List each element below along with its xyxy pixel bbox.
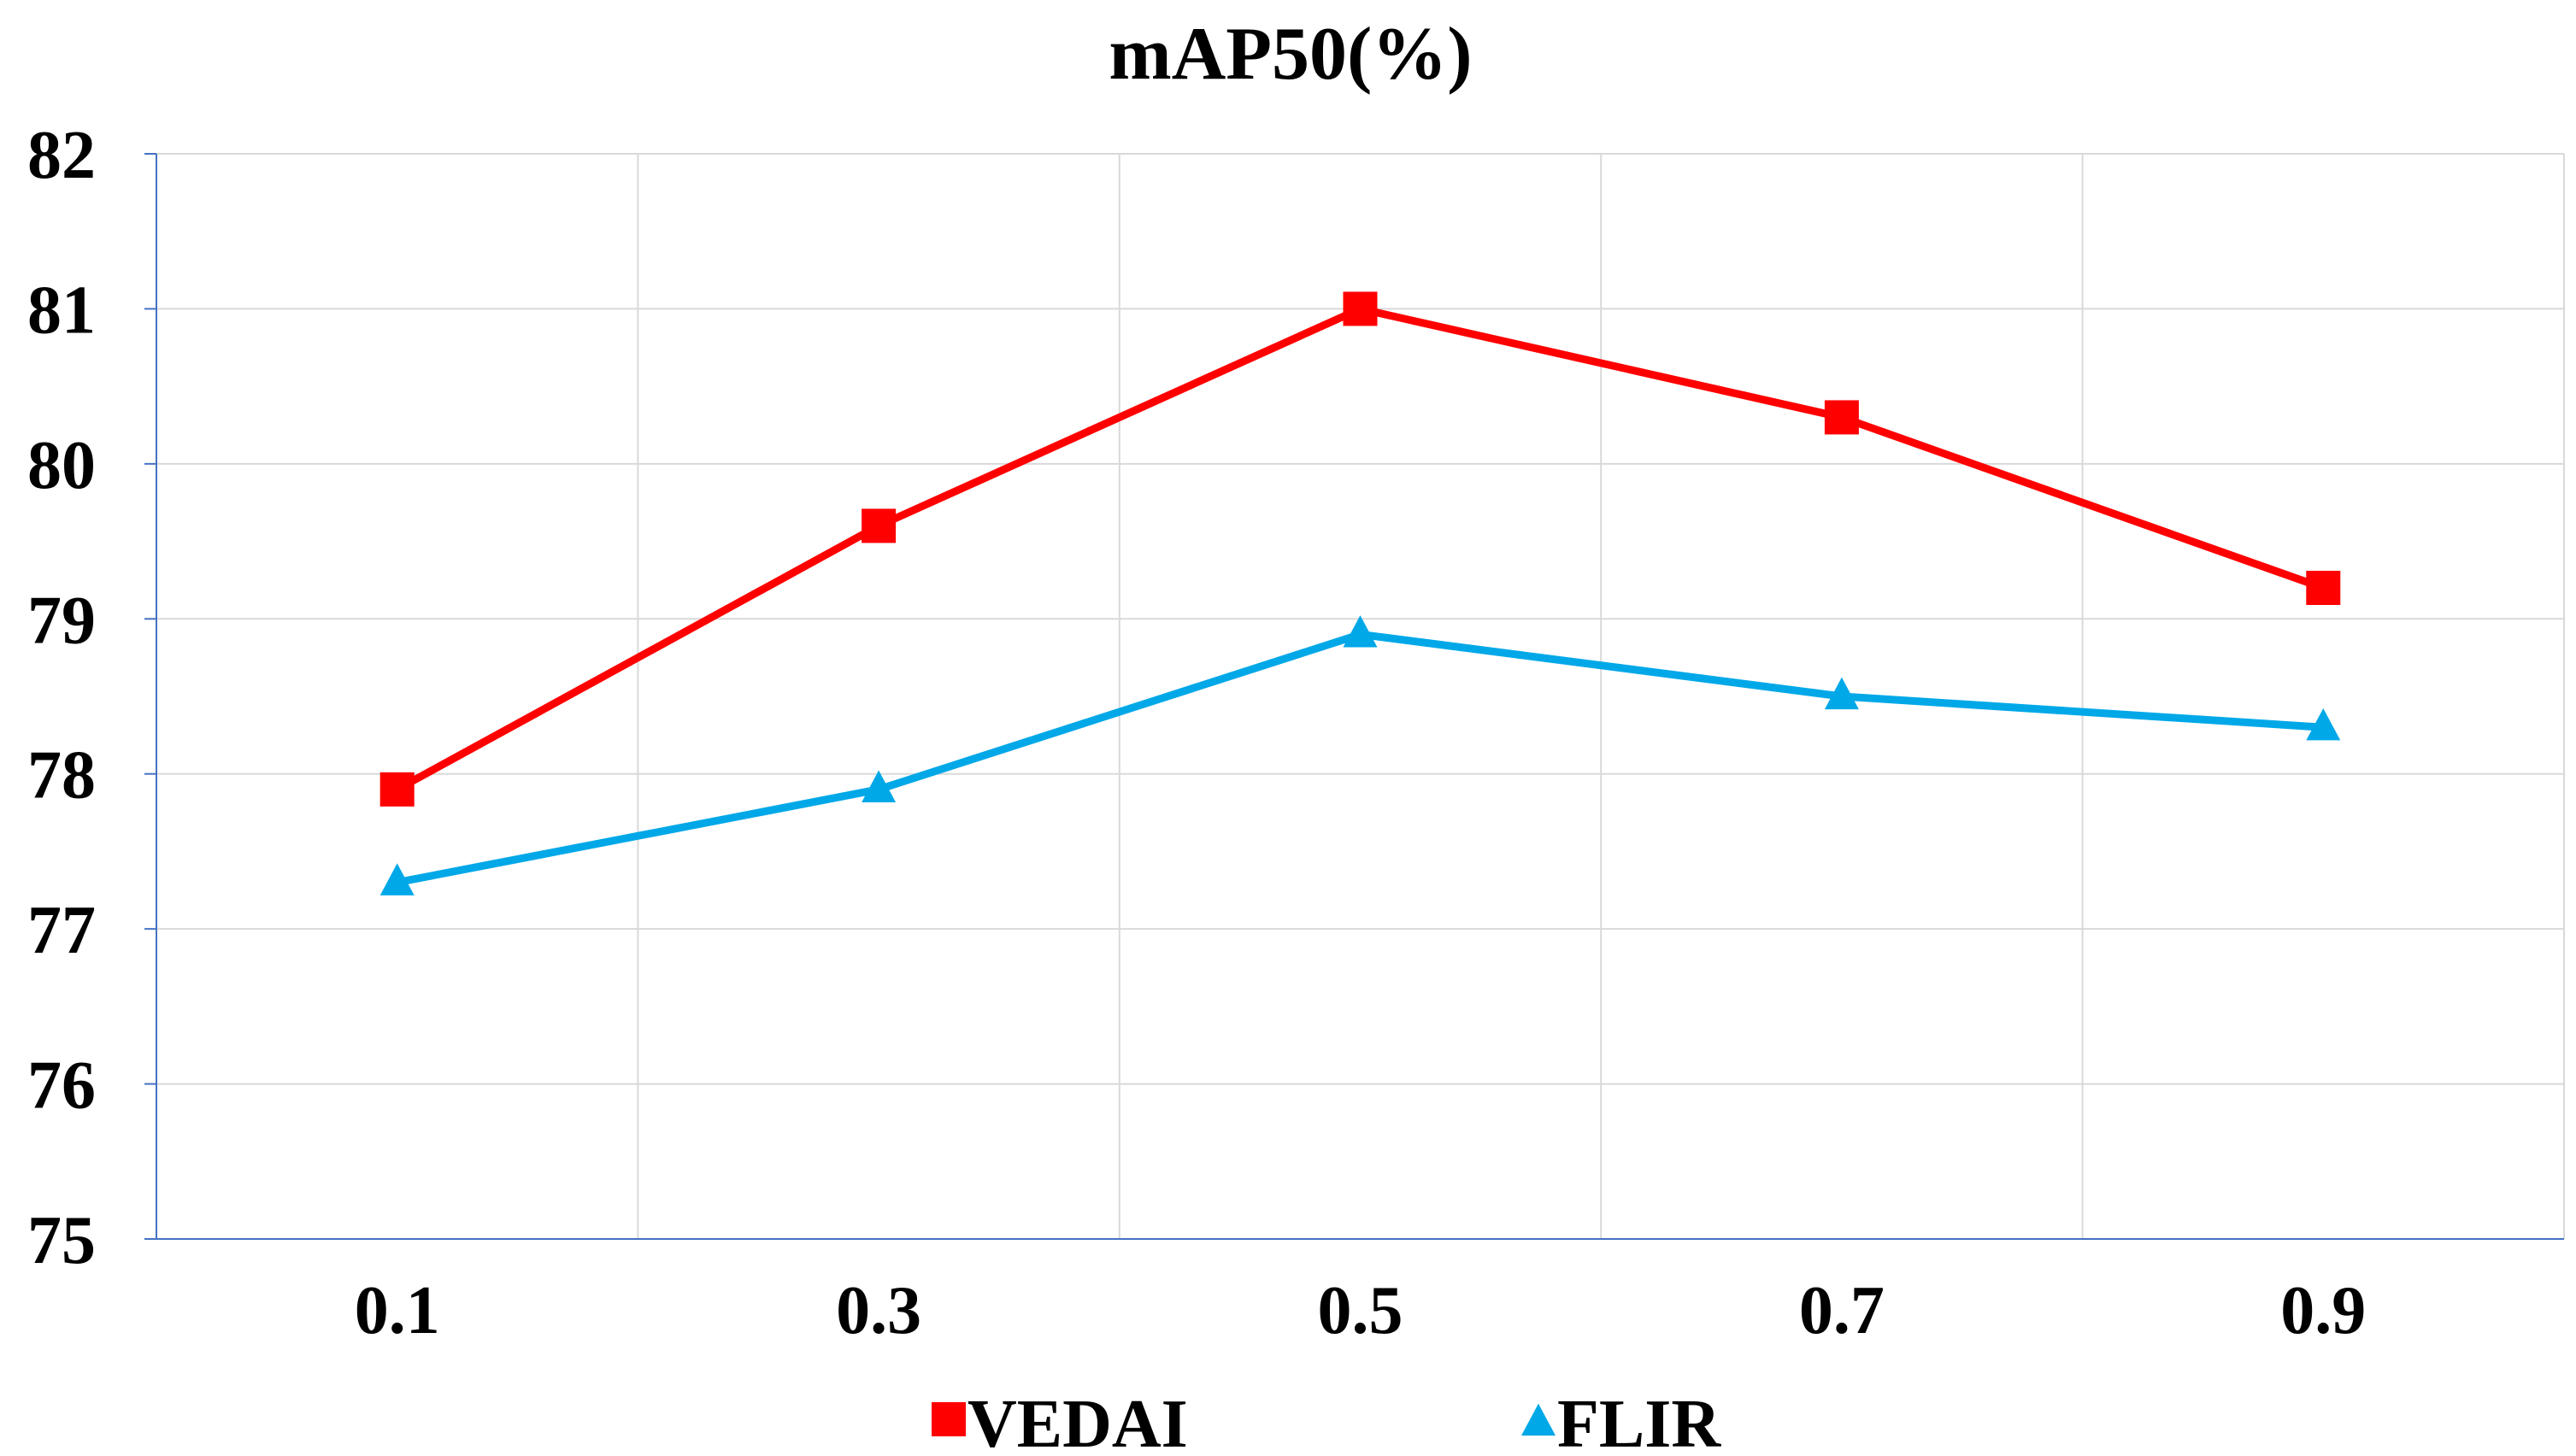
y-tick-label: 78 [27,738,96,813]
x-tick-label: 0.1 [355,1273,440,1348]
legend: VEDAI FLIR [932,1387,1721,1456]
data-point-vedai [1343,291,1378,326]
x-tick-label: 0.7 [1799,1273,1885,1348]
data-point-flir [1824,677,1859,710]
y-tick-label: 81 [27,273,96,348]
series-layer [379,291,2341,895]
x-tick-label: 0.3 [836,1273,921,1348]
y-tick-label: 75 [27,1203,96,1278]
data-point-vedai [862,508,897,543]
data-point-vedai [2306,571,2341,605]
data-point-flir [862,770,897,802]
data-point-vedai [1824,400,1859,435]
data-point-vedai [379,772,415,807]
legend-label-flir: FLIR [1557,1387,1721,1456]
x-tick-label: 0.9 [2280,1273,2366,1348]
y-tick-label: 79 [27,583,96,658]
y-tick-label: 76 [27,1048,96,1124]
data-point-flir [2306,707,2341,741]
data-point-flir [379,863,415,895]
x-tick-label: 0.5 [1318,1273,1403,1348]
legend-marker-flir [1521,1403,1556,1436]
legend-marker-vedai [932,1402,966,1436]
legend-label-vedai: VEDAI [967,1387,1188,1456]
y-tick-label: 82 [27,118,96,193]
y-tick-label: 80 [27,428,96,503]
y-tick-label: 77 [27,893,96,968]
data-point-flir [1343,615,1378,648]
chart-title: mAP50(%) [1109,13,1472,96]
axis-layer: 75 76 77 78 79 80 81 82 0.1 0.3 0.5 0.7 0.9 [27,118,2564,1348]
